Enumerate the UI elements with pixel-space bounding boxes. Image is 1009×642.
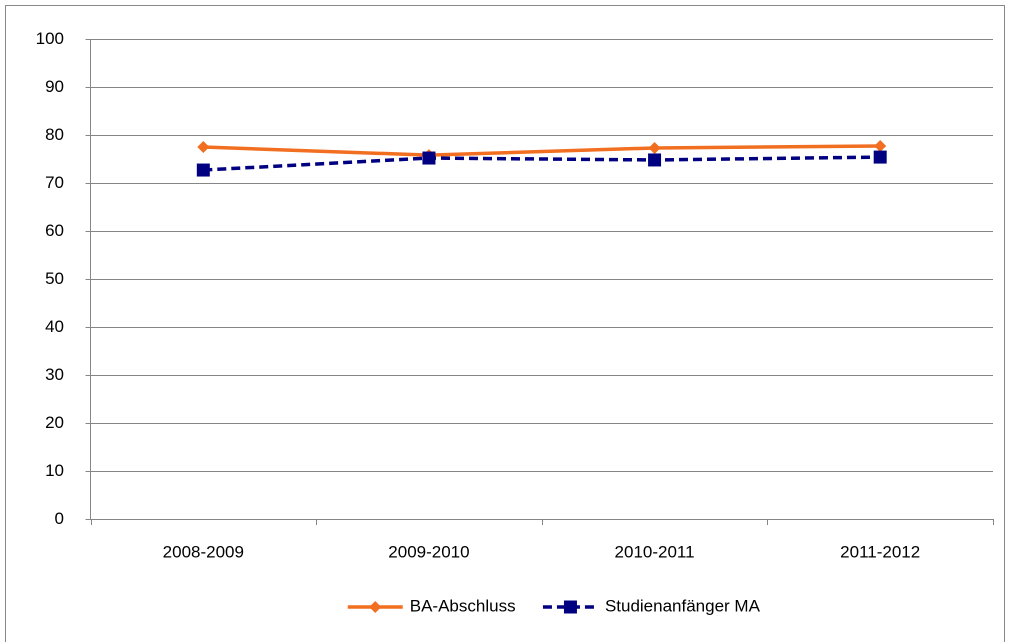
legend-label: BA-Abschluss: [410, 596, 516, 615]
y-tick-label: 80: [45, 125, 64, 144]
data-point: [648, 153, 662, 167]
y-tick-label: 0: [55, 509, 64, 528]
data-point: [422, 151, 436, 165]
legend-marker: [369, 601, 382, 613]
x-tick-label: 2008-2009: [163, 542, 244, 561]
x-tick-label: 2011-2012: [840, 542, 920, 561]
legend-label: Studienanfänger MA: [605, 596, 761, 615]
y-tick-label: 100: [36, 29, 64, 48]
legend-marker: [563, 600, 577, 614]
data-point: [874, 140, 887, 153]
data-point: [196, 163, 210, 177]
x-tick-label: 2009-2010: [388, 542, 469, 561]
y-tick-label: 30: [45, 365, 64, 384]
y-tick-label: 10: [45, 461, 64, 480]
series-line: [203, 155, 881, 172]
y-tick-label: 40: [45, 317, 64, 336]
data-point: [197, 141, 210, 153]
y-tick-label: 50: [45, 269, 64, 288]
y-tick-label: 70: [45, 173, 64, 192]
data-point: [648, 141, 661, 154]
y-tick-label: 90: [45, 77, 64, 96]
x-tick-label: 2010-2011: [615, 542, 695, 561]
series-line: [203, 144, 881, 157]
y-tick-label: 60: [45, 221, 64, 240]
data-point: [873, 150, 887, 164]
chart-border: [5, 5, 1005, 642]
y-tick-label: 20: [45, 413, 64, 432]
